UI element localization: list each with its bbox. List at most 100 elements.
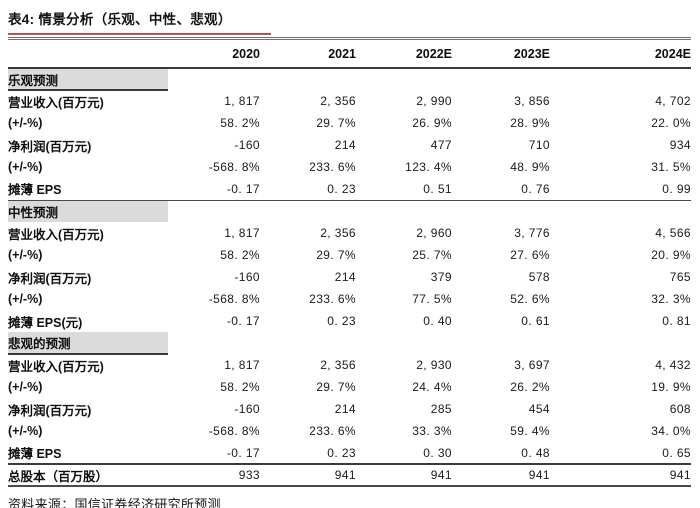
table-row: 摊薄 EPS(元) -0. 17 0. 23 0. 40 0. 61 0. 81 (8, 310, 691, 332)
cell-value: -160 (234, 270, 260, 284)
cell-value: 28. 9% (510, 116, 550, 130)
cell-value: -568. 8% (208, 160, 260, 174)
section-header-spacer (550, 68, 691, 90)
table-row: (+/-%) 58. 2% 29. 7% 24. 4% 26. 2% 19. 9% (8, 376, 691, 398)
cell-value: -0. 17 (226, 181, 260, 196)
cell-value: 454 (528, 402, 550, 416)
row-label: (+/-%) (8, 160, 43, 174)
cell-value: 0. 99 (662, 181, 691, 196)
table-top-rule (8, 37, 691, 40)
section-header-label: 乐观预测 (8, 68, 168, 91)
section-header-row: 悲观的预测 (8, 332, 691, 355)
row-label: 营业收入(百万元) (8, 227, 104, 242)
row-label: 摊薄 EPS(元) (8, 315, 83, 330)
cell-value: 26. 2% (510, 380, 550, 394)
cell-value: 77. 5% (412, 292, 452, 306)
cell-value: 58. 2% (220, 380, 260, 394)
cell-value: 934 (669, 138, 691, 152)
section-header-spacer (356, 199, 452, 222)
row-label: 营业收入(百万元) (8, 360, 104, 374)
section-header-spacer (452, 68, 550, 90)
cell-value: 214 (334, 138, 356, 152)
cell-value: 19. 9% (651, 380, 691, 394)
section-header-spacer (260, 68, 356, 90)
cell-value: -568. 8% (208, 292, 260, 306)
table-row: (+/-%) -568. 8% 233. 6% 123. 4% 48. 9% 31. 5% (8, 156, 691, 178)
cell-value: 123. 4% (405, 160, 452, 174)
cell-value: 0. 23 (327, 181, 356, 196)
cell-value: 29. 7% (316, 380, 356, 394)
col-header-2023e: 2023E (452, 40, 550, 69)
cell-value: 285 (430, 402, 452, 416)
cell-value: 52. 6% (510, 292, 550, 306)
cell-value: 24. 4% (412, 380, 452, 394)
cell-value: 29. 7% (316, 248, 356, 262)
cell-value: 214 (334, 270, 356, 284)
cell-value: 233. 6% (309, 292, 356, 306)
cell-value: 214 (334, 402, 356, 416)
scenario-analysis-table: 2020 2021 2022E 2023E 2024E 乐观预测 营业收入(百万元… (8, 40, 691, 487)
cell-value: 58. 2% (220, 116, 260, 130)
cell-value: 233. 6% (309, 424, 356, 438)
section-header-spacer (452, 199, 550, 222)
row-label: (+/-%) (8, 292, 43, 306)
cell-value: -160 (234, 138, 260, 152)
col-header-2022e: 2022E (356, 40, 452, 69)
cell-value: -160 (234, 402, 260, 416)
cell-value: 1, 817 (224, 358, 260, 372)
section-header-spacer (168, 199, 260, 222)
cell-value: 32. 3% (651, 292, 691, 306)
cell-value: 4, 432 (655, 358, 691, 372)
row-label: 净利润(百万元) (8, 403, 92, 418)
source-note: 资料来源：国信证券经济研究所预测 (8, 497, 221, 508)
cell-value: 0. 65 (662, 445, 691, 460)
cell-value: 0. 61 (521, 314, 550, 328)
table-row: (+/-%) -568. 8% 233. 6% 33. 3% 59. 4% 34. 0% (8, 420, 691, 442)
section-header-label: 悲观的预测 (8, 332, 168, 355)
cell-value: 2, 930 (416, 358, 452, 372)
section-header-spacer (356, 332, 452, 354)
cell-value: 26. 9% (412, 116, 452, 130)
col-header-2020: 2020 (168, 40, 260, 69)
cell-value: 0. 30 (423, 445, 452, 460)
col-header-blank (8, 40, 168, 69)
row-label: 总股本（百万股） (8, 463, 168, 487)
cell-value: 933 (168, 463, 260, 487)
cell-value: 0. 48 (521, 445, 550, 460)
cell-value: 2, 960 (416, 226, 452, 240)
cell-value: 379 (430, 270, 452, 284)
section-header-spacer (260, 332, 356, 354)
title-accent-rule (8, 33, 271, 35)
cell-value: 608 (669, 402, 691, 416)
cell-value: -0. 17 (226, 314, 260, 328)
cell-value: 2, 356 (320, 94, 356, 108)
cell-value: 27. 6% (510, 248, 550, 262)
table-row: 净利润(百万元) -160 214 477 710 934 (8, 134, 691, 156)
table-title: 表4: 情景分析（乐观、中性、悲观） (8, 12, 232, 27)
table-row: 营业收入(百万元) 1, 817 2, 356 2, 930 3, 697 4, 432 (8, 354, 691, 376)
cell-value: -0. 17 (226, 445, 260, 460)
row-label: 营业收入(百万元) (8, 96, 104, 110)
cell-value: 941 (356, 463, 452, 487)
cell-value: 0. 23 (327, 314, 356, 328)
cell-value: 2, 356 (320, 226, 356, 240)
section-header-label: 中性预测 (8, 199, 168, 222)
cell-value: 0. 81 (662, 314, 691, 328)
cell-value: 22. 0% (651, 116, 691, 130)
section-header-row: 中性预测 (8, 199, 691, 222)
row-label: (+/-%) (8, 380, 43, 394)
cell-value: 0. 51 (423, 181, 452, 196)
cell-value: 710 (528, 138, 550, 152)
cell-value: 20. 9% (651, 248, 691, 262)
cell-value: 4, 702 (655, 94, 691, 108)
cell-value: 0. 40 (423, 314, 452, 328)
row-label: 摊薄 EPS (8, 183, 62, 198)
cell-value: 59. 4% (510, 424, 550, 438)
table-row: (+/-%) 58. 2% 29. 7% 26. 9% 28. 9% 22. 0% (8, 112, 691, 134)
cell-value: 233. 6% (309, 160, 356, 174)
table-row: 营业收入(百万元) 1, 817 2, 356 2, 990 3, 856 4, 702 (8, 90, 691, 112)
table-row: (+/-%) 58. 2% 29. 7% 25. 7% 27. 6% 20. 9% (8, 244, 691, 266)
table-row: (+/-%) -568. 8% 233. 6% 77. 5% 52. 6% 32. 3% (8, 288, 691, 310)
cell-value: 2, 990 (416, 94, 452, 108)
